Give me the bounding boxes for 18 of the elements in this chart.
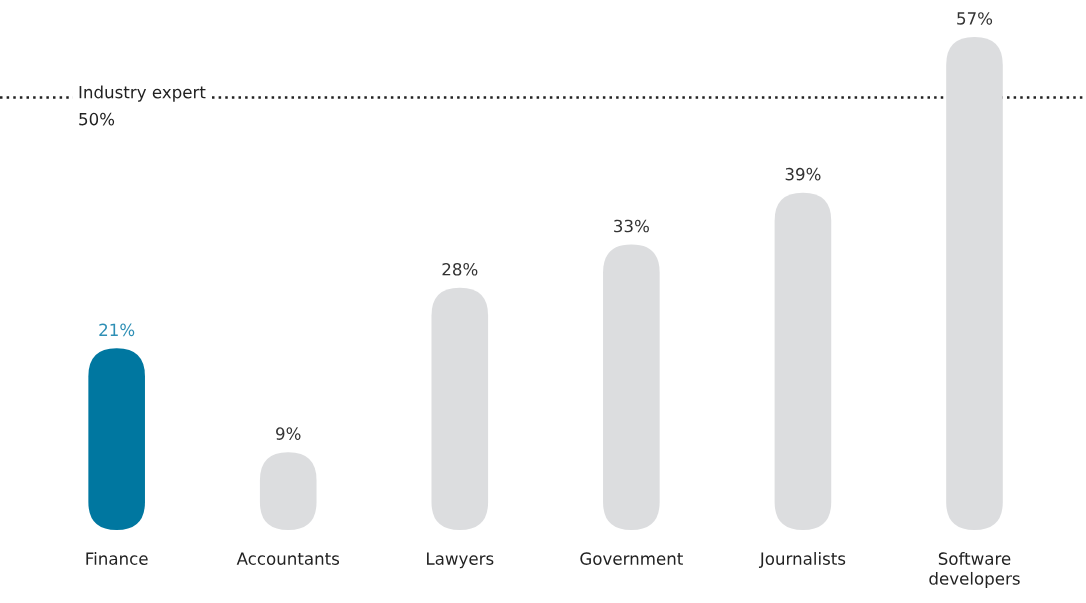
bar [88,348,145,530]
x-tick-label: Lawyers [427,552,494,569]
bar [774,192,832,530]
data-label: 28% [442,262,478,276]
x-tick-label: Accountants [236,552,340,565]
x-tick-label: Journalists [758,552,846,568]
data-label: 39% [785,167,821,181]
data-label: 9% [276,427,301,440]
data-label: 57% [957,12,993,25]
bar [946,36,1003,530]
data-label: 21% [99,323,135,337]
ref-line-label: Industry expert 50% [79,85,206,126]
x-tick-label: Government [580,552,683,565]
bar [431,287,489,530]
x-tick-label: Software developers [929,552,1020,589]
x-tick-label: Finance [86,552,148,565]
bar [603,244,660,530]
data-label: 33% [614,219,649,233]
